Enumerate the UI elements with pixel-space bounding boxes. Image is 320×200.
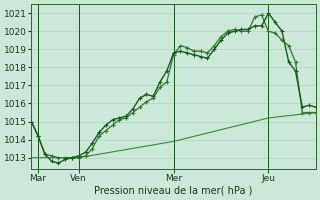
X-axis label: Pression niveau de la mer( hPa ): Pression niveau de la mer( hPa ) [94,186,253,196]
